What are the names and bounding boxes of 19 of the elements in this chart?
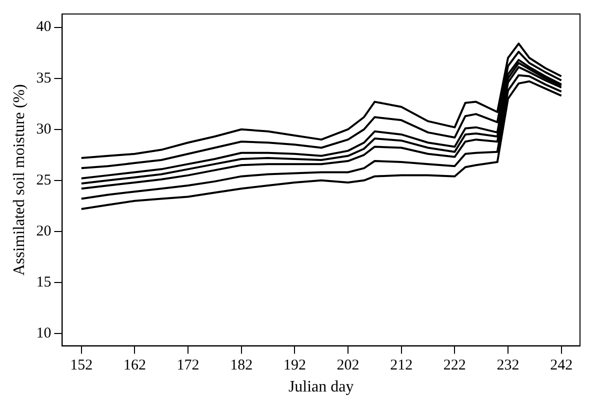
x-tick-label: 162: [123, 358, 146, 374]
y-tick-label: 40: [36, 19, 52, 36]
y-axis-title: Assimilated soil moisture (%): [10, 84, 28, 276]
x-tick-label: 242: [550, 358, 573, 374]
x-tick-label: 222: [443, 358, 466, 374]
x-tick-label: 232: [496, 358, 520, 374]
y-tick-label: 30: [36, 121, 52, 138]
x-tick-label: 152: [70, 358, 93, 374]
x-axis-title: Julian day: [288, 378, 354, 396]
x-tick-label: 172: [176, 358, 200, 374]
y-tick-label: 25: [36, 172, 52, 188]
x-tick-label: 202: [336, 358, 360, 374]
y-tick-label: 20: [36, 223, 52, 240]
y-tick-label: 15: [36, 274, 52, 290]
y-tick-label: 10: [36, 325, 52, 342]
x-tick-label: 192: [283, 358, 306, 374]
x-tick-label: 182: [230, 358, 253, 374]
y-tick-label: 35: [36, 70, 52, 86]
x-tick-label: 212: [390, 358, 413, 374]
